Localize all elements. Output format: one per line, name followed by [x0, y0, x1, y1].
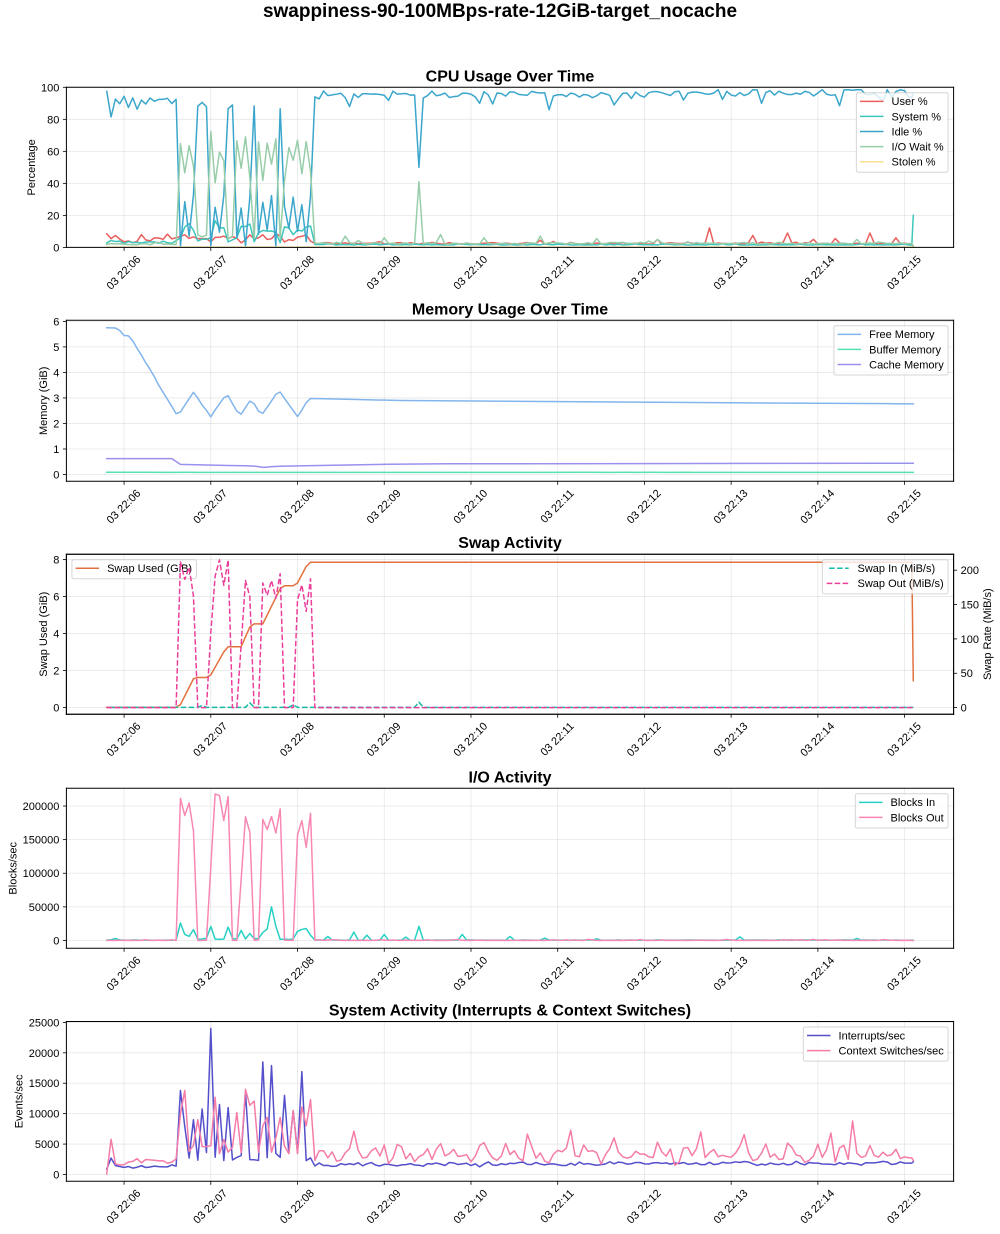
svg-text:20000: 20000	[29, 1048, 60, 1060]
svg-text:100: 100	[41, 82, 59, 94]
svg-text:0: 0	[53, 242, 59, 254]
svg-text:System Activity (Interrupts &: System Activity (Interrupts & Context Sw…	[329, 1003, 691, 1020]
svg-text:6: 6	[53, 591, 59, 603]
svg-text:CPU Usage Over Time: CPU Usage Over Time	[426, 68, 595, 85]
svg-text:Swap Used (GiB): Swap Used (GiB)	[107, 563, 192, 575]
svg-text:4: 4	[53, 367, 59, 379]
svg-text:5: 5	[53, 342, 59, 354]
svg-text:3: 3	[53, 393, 59, 405]
svg-text:4: 4	[53, 628, 59, 640]
svg-text:I/O Wait %: I/O Wait %	[892, 141, 944, 153]
svg-text:50: 50	[961, 668, 973, 680]
svg-text:Blocks In: Blocks In	[891, 797, 936, 809]
svg-text:2: 2	[53, 665, 59, 677]
svg-text:Memory Usage Over Time: Memory Usage Over Time	[412, 301, 608, 318]
svg-text:10000: 10000	[29, 1109, 60, 1121]
svg-text:60: 60	[47, 146, 59, 158]
svg-text:1: 1	[53, 444, 59, 456]
svg-text:Context Switches/sec: Context Switches/sec	[839, 1045, 945, 1057]
svg-text:0: 0	[53, 1169, 59, 1181]
svg-text:20: 20	[47, 210, 59, 222]
svg-text:0: 0	[53, 469, 59, 481]
svg-text:Memory (GiB): Memory (GiB)	[38, 367, 50, 435]
svg-text:15000: 15000	[29, 1078, 60, 1090]
svg-text:200000: 200000	[23, 801, 60, 813]
svg-text:I/O Activity: I/O Activity	[469, 769, 552, 786]
svg-text:5000: 5000	[35, 1139, 59, 1151]
svg-text:Buffer Memory: Buffer Memory	[869, 344, 941, 356]
svg-text:Swap Used (GiB): Swap Used (GiB)	[38, 592, 50, 677]
svg-text:0: 0	[53, 935, 59, 947]
svg-text:6: 6	[53, 316, 59, 328]
svg-text:25000: 25000	[29, 1017, 60, 1029]
svg-text:Idle %: Idle %	[892, 126, 923, 138]
svg-text:Interrupts/sec: Interrupts/sec	[839, 1030, 906, 1042]
svg-text:0: 0	[53, 702, 59, 714]
svg-text:Blocks/sec: Blocks/sec	[7, 842, 19, 895]
svg-text:40: 40	[47, 178, 59, 190]
svg-text:100: 100	[961, 634, 979, 646]
svg-text:User %: User %	[892, 96, 928, 108]
svg-text:150: 150	[961, 600, 979, 612]
svg-text:System %: System %	[892, 111, 942, 123]
svg-text:80: 80	[47, 114, 59, 126]
svg-text:50000: 50000	[29, 902, 60, 914]
svg-text:swappiness-90-100MBps-rate-12G: swappiness-90-100MBps-rate-12GiB-target_…	[263, 1, 737, 22]
svg-text:Free Memory: Free Memory	[869, 329, 935, 341]
svg-text:8: 8	[53, 554, 59, 566]
svg-text:Swap Rate (MiB/s): Swap Rate (MiB/s)	[982, 588, 994, 680]
svg-text:Cache Memory: Cache Memory	[869, 359, 944, 371]
svg-text:100000: 100000	[23, 868, 60, 880]
svg-text:2: 2	[53, 418, 59, 430]
svg-text:150000: 150000	[23, 835, 60, 847]
svg-text:Blocks Out: Blocks Out	[891, 812, 944, 824]
svg-text:Swap Activity: Swap Activity	[458, 535, 562, 552]
svg-text:Events/sec: Events/sec	[14, 1074, 26, 1128]
svg-text:0: 0	[961, 703, 967, 715]
svg-text:Swap In (MiB/s): Swap In (MiB/s)	[858, 563, 936, 575]
svg-text:200: 200	[961, 565, 979, 577]
svg-text:Percentage: Percentage	[26, 139, 38, 195]
svg-text:Stolen %: Stolen %	[892, 157, 936, 169]
svg-text:Swap Out (MiB/s): Swap Out (MiB/s)	[858, 578, 944, 590]
